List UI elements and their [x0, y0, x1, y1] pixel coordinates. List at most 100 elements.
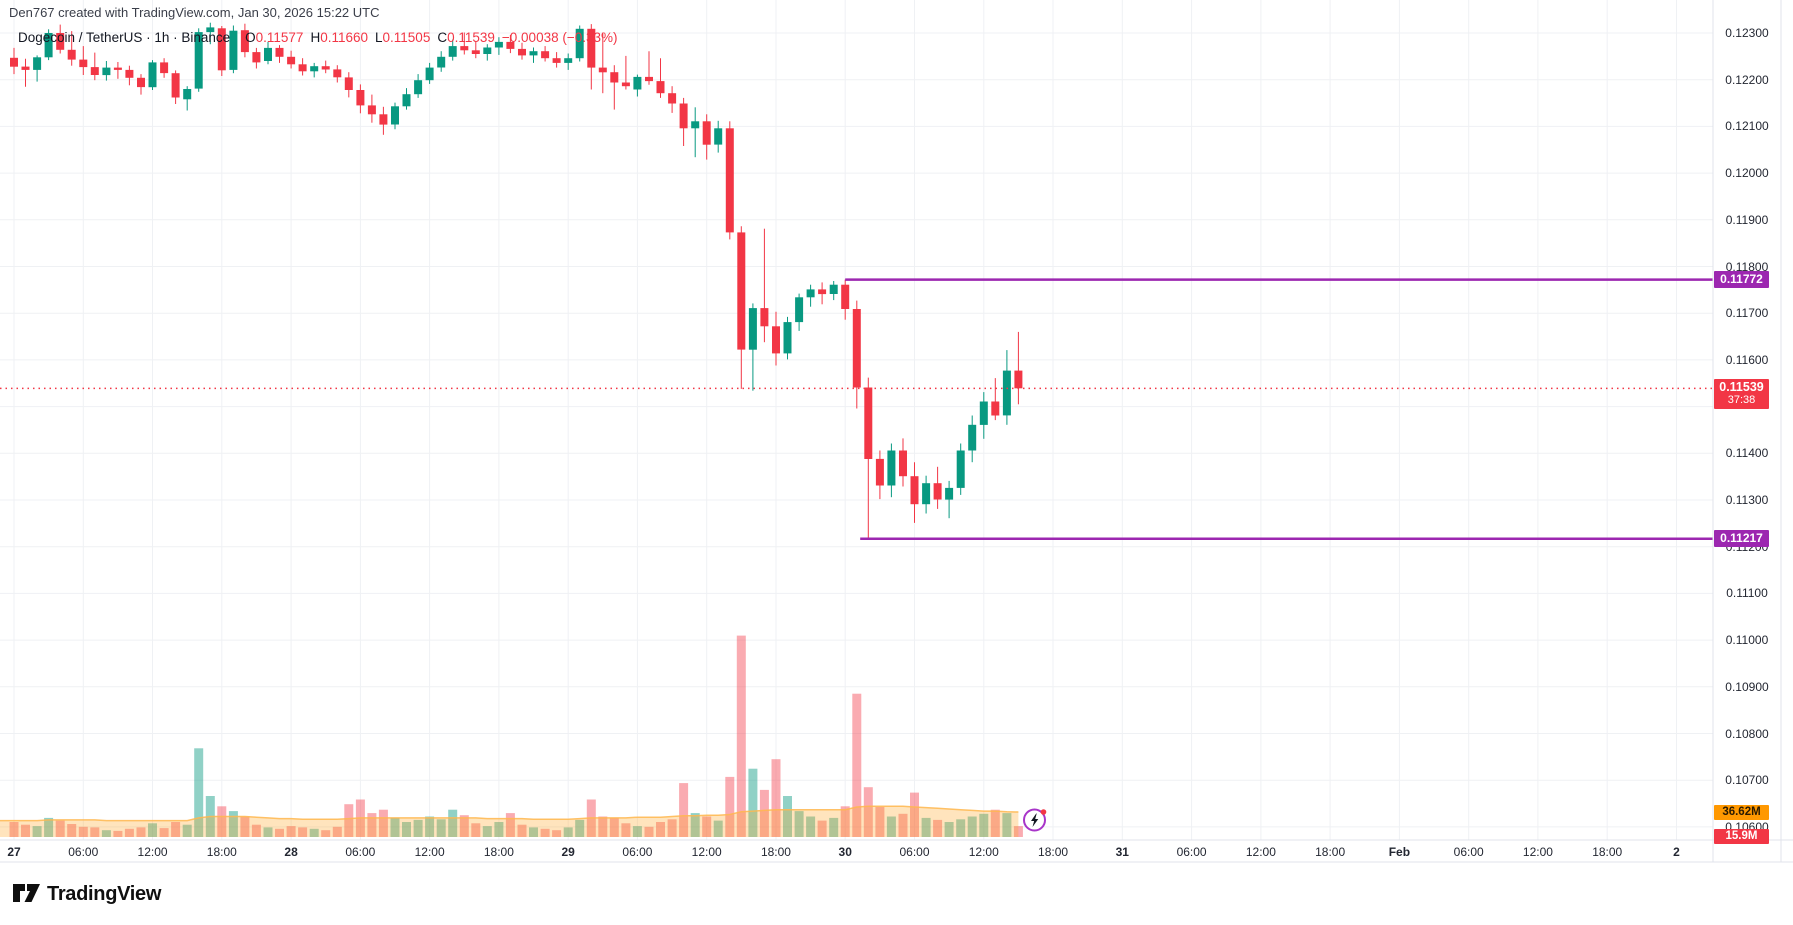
candle-body [956, 450, 965, 488]
price-tick-label: 0.11600 [1725, 352, 1769, 367]
volume-bar [898, 813, 908, 837]
candle-body [494, 41, 503, 48]
candle-body [460, 46, 469, 51]
candle-body [691, 121, 700, 129]
volume-bar [713, 820, 723, 837]
time-tick-label: 06:00 [899, 845, 930, 859]
candle-body [506, 41, 515, 49]
price-tick-label: 0.11700 [1725, 306, 1769, 321]
time-tick-label: 2 [1673, 845, 1680, 859]
volume-bar [494, 822, 504, 837]
ohlc-low: L0.11505 [375, 30, 431, 45]
candle-body [171, 73, 180, 98]
time-tick-label: 18:00 [760, 845, 791, 859]
time-tick-label: 12:00 [1522, 845, 1553, 859]
candle-body [1014, 370, 1023, 389]
candle-body [518, 48, 526, 56]
volume-bar [632, 826, 642, 837]
ohlc-high: H0.11660 [310, 30, 369, 45]
candle-body [575, 28, 584, 59]
candle-body [67, 49, 76, 60]
candle-body [229, 30, 238, 70]
tv-logo-icon [13, 884, 40, 902]
time-tick-label: 18:00 [483, 845, 514, 859]
price-tick-label: 0.11300 [1725, 493, 1769, 507]
volume-bar [148, 823, 157, 837]
volume-bar [806, 816, 816, 837]
candle-body [402, 94, 411, 107]
volume-bar [783, 796, 792, 837]
candle-body [275, 47, 284, 57]
volume-bar [402, 822, 411, 837]
candle-body [333, 69, 342, 78]
price-tick-label: 0.12100 [1725, 119, 1769, 134]
candle-body [541, 51, 550, 59]
volume-bar [194, 748, 204, 837]
time-tick-label: 30 [838, 845, 852, 859]
candle-body [102, 67, 111, 76]
symbol-title[interactable]: Dogecoin / TetherUS · 1h · Binance [18, 30, 231, 45]
symbol-legend[interactable]: Dogecoin / TetherUS · 1h · Binance O0.11… [18, 30, 618, 45]
candle-body [806, 289, 815, 298]
candle-body [113, 67, 122, 70]
volume-bar [425, 816, 435, 837]
candle-body [391, 106, 399, 125]
flash-icon[interactable] [1022, 807, 1048, 833]
volume-bar [471, 823, 481, 837]
candle-body [714, 128, 723, 145]
candle-body [471, 50, 480, 54]
time-tick-label: 12:00 [1245, 845, 1276, 859]
volume-bar [413, 819, 423, 837]
candle-body [367, 105, 376, 115]
volume-bar [1002, 813, 1012, 837]
time-tick-label: 06:00 [68, 845, 99, 859]
price-change: −0.00038 (−0.33%) [501, 30, 618, 45]
volume-bar [875, 807, 885, 837]
time-tick-label: 29 [561, 845, 575, 859]
volume-bar [459, 815, 469, 837]
candle-body [841, 284, 850, 309]
candle-body [737, 232, 746, 350]
candle-body [90, 67, 99, 75]
candle-body [783, 322, 792, 354]
volume-bar [1013, 826, 1023, 837]
volume-bar [794, 811, 804, 837]
last-price-badge: 0.11539 37:38 [1714, 379, 1769, 410]
candle-body [356, 90, 365, 106]
candle-body [414, 80, 423, 95]
tradingview-logo[interactable]: TradingView [13, 882, 161, 906]
volume-bar [309, 828, 319, 837]
volume-bar [90, 827, 100, 837]
volume-bar [944, 822, 954, 837]
volume-bar [217, 806, 227, 837]
time-tick-label: Feb [1388, 845, 1411, 859]
time-tick-label: 06:00 [622, 845, 653, 859]
price-tick-label: 0.12300 [1725, 26, 1769, 40]
candle-body [56, 33, 65, 50]
candle-body [610, 72, 619, 83]
candle-body [252, 52, 261, 63]
time-tick-label: 18:00 [1315, 845, 1346, 859]
price-tick-label: 0.11800 [1725, 259, 1769, 274]
candle-body [33, 57, 42, 70]
candle-body [321, 66, 330, 70]
time-tick-label: 06:00 [345, 845, 376, 859]
candle-body [564, 58, 573, 63]
candle-body [21, 66, 30, 70]
time-tick-label: 12:00 [414, 845, 445, 859]
volume-bar [482, 826, 492, 837]
volume-bar [505, 813, 515, 837]
volume-bar [113, 830, 123, 837]
volume-bar [540, 828, 550, 837]
last-price-value: 0.11539 [1719, 380, 1764, 395]
volume-bar [771, 759, 781, 837]
candle-body [529, 51, 538, 56]
volume-badge: 15.9M [1714, 829, 1769, 844]
candle-body [795, 297, 804, 323]
candle-body [148, 62, 157, 88]
volume-bar [852, 693, 862, 837]
volume-ma-area [0, 806, 1019, 837]
time-tick-label: 12:00 [137, 845, 168, 859]
volume-bar [321, 830, 331, 837]
